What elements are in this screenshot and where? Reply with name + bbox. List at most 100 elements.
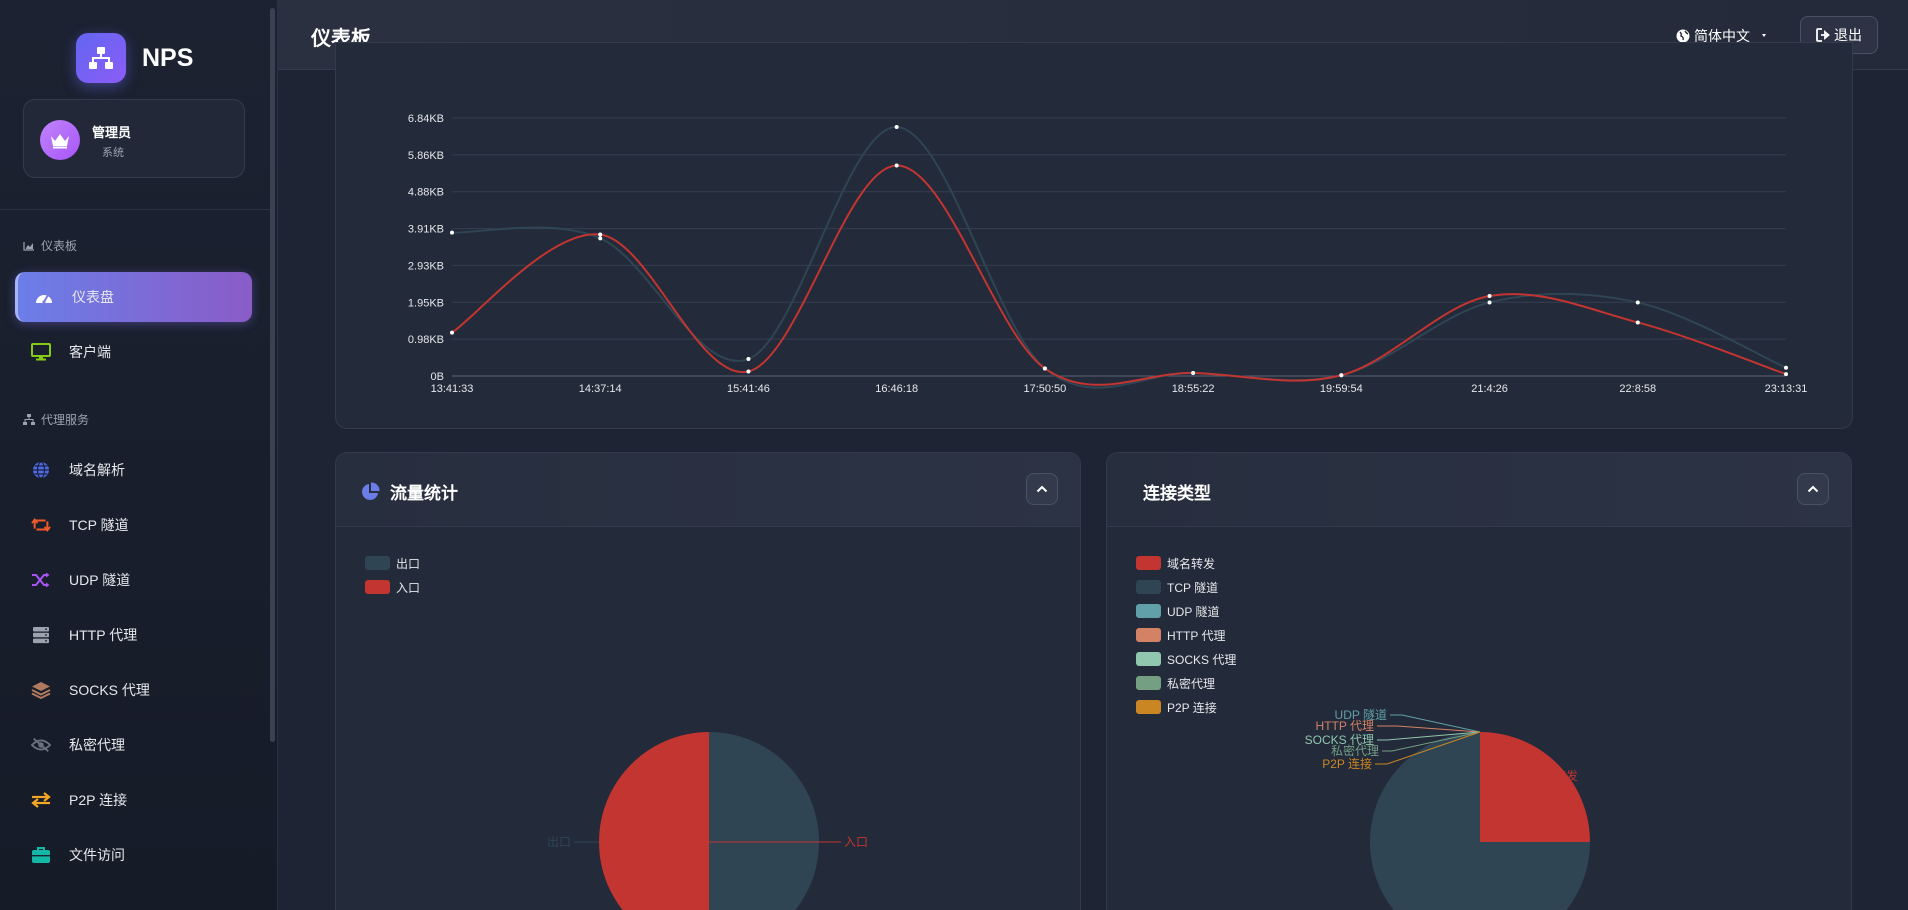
sidebar-item-label: SOCKS 代理 bbox=[69, 682, 150, 698]
sidebar-item-label: TCP 隧道 bbox=[69, 517, 129, 533]
legend-item[interactable]: 出口 bbox=[365, 551, 420, 575]
sidebar-item-p2p[interactable]: P2P 连接 bbox=[15, 775, 252, 825]
legend-swatch bbox=[1136, 700, 1161, 714]
connection-pie-legend: 域名转发 TCP 隧道 UDP 隧道 HTTP 代理 SOCKS 代理 私密代理 P2P 连… bbox=[1136, 551, 1236, 719]
sign-out-icon bbox=[1816, 28, 1830, 42]
legend-item[interactable]: 入口 bbox=[365, 575, 420, 599]
pie-slice bbox=[599, 732, 709, 910]
brand[interactable]: NPS bbox=[76, 33, 193, 83]
x-tick-label: 13:41:33 bbox=[431, 383, 474, 395]
traffic-collapse-button[interactable] bbox=[1026, 473, 1058, 505]
pie-slice bbox=[709, 732, 819, 910]
chevron-up-icon bbox=[1807, 485, 1819, 493]
legend-item[interactable]: TCP 隧道 bbox=[1136, 575, 1236, 599]
pie-label-line bbox=[1501, 763, 1558, 777]
pie-label-line bbox=[1390, 714, 1481, 733]
traffic-line-chart: 0B 0.98KB 1.95KB 2.93KB 3.91KB 4.88KB 5.86KB 6.… bbox=[408, 113, 1808, 395]
pie-label: 私密代理 bbox=[1331, 743, 1379, 758]
data-point bbox=[1784, 365, 1788, 370]
legend-swatch bbox=[1136, 628, 1161, 642]
legend-swatch bbox=[1136, 676, 1161, 690]
legend-item[interactable]: P2P 连接 bbox=[1136, 695, 1236, 719]
y-tick-label: 6.84KB bbox=[408, 113, 444, 125]
legend-label: SOCKS 代理 bbox=[1167, 652, 1237, 667]
y-tick-label: 4.88KB bbox=[408, 187, 444, 199]
chevron-up-icon bbox=[1036, 485, 1048, 493]
x-tick-label: 15:41:46 bbox=[727, 383, 770, 395]
sidebar-item-files[interactable]: 文件访问 bbox=[15, 830, 252, 880]
legend-label: HTTP 代理 bbox=[1167, 628, 1226, 643]
data-point bbox=[1339, 373, 1344, 378]
legend-item[interactable]: HTTP 代理 bbox=[1136, 623, 1236, 647]
series-line bbox=[451, 126, 1787, 389]
legend-label: 域名转发 bbox=[1167, 556, 1216, 571]
globe-icon bbox=[1676, 29, 1690, 43]
data-point bbox=[598, 236, 603, 241]
x-tick-label: 22:8:58 bbox=[1619, 383, 1656, 395]
legend-item[interactable]: SOCKS 代理 bbox=[1136, 647, 1236, 671]
data-point bbox=[894, 125, 899, 130]
logout-label: 退出 bbox=[1834, 27, 1862, 43]
server-icon bbox=[31, 625, 51, 645]
globe-icon bbox=[31, 460, 51, 480]
legend-label: TCP 隧道 bbox=[1167, 580, 1219, 595]
sidebar-item-private[interactable]: 私密代理 bbox=[15, 720, 252, 770]
traffic-stats-card: 流量统计 出口 入口 出口 入口 bbox=[335, 452, 1081, 910]
y-tick-label: 5.86KB bbox=[408, 150, 444, 162]
sidebar-item-http[interactable]: HTTP 代理 bbox=[15, 610, 252, 660]
y-tick-label: 2.93KB bbox=[408, 260, 444, 272]
legend-item[interactable]: 私密代理 bbox=[1136, 671, 1236, 695]
brand-name: NPS bbox=[142, 43, 194, 72]
pie-label: UDP 隧道 bbox=[1335, 707, 1387, 722]
legend-item[interactable]: UDP 隧道 bbox=[1136, 599, 1236, 623]
sidebar-item-domain[interactable]: 域名解析 bbox=[15, 445, 252, 495]
chart-area-icon bbox=[23, 241, 34, 251]
pie-chart-icon bbox=[362, 481, 380, 500]
crown-icon bbox=[40, 120, 80, 160]
pie-slice bbox=[1370, 732, 1590, 910]
sidebar-item-udp[interactable]: UDP 隧道 bbox=[15, 555, 252, 605]
monitor-icon bbox=[31, 342, 51, 362]
y-tick-label: 1.95KB bbox=[408, 297, 444, 309]
pie-label: P2P 连接 bbox=[1322, 756, 1372, 771]
legend-swatch bbox=[365, 556, 390, 570]
x-tick-label: 18:55:22 bbox=[1172, 383, 1215, 395]
sidebar-item-socks[interactable]: SOCKS 代理 bbox=[15, 665, 252, 715]
x-tick-label: 16:46:18 bbox=[875, 383, 918, 395]
data-point bbox=[1487, 300, 1492, 305]
legend-label: 私密代理 bbox=[1167, 676, 1216, 691]
data-point bbox=[450, 230, 454, 235]
series-line bbox=[451, 164, 1787, 386]
data-point bbox=[894, 163, 899, 168]
sidebar-item-clients[interactable]: 客户端 bbox=[15, 327, 252, 377]
legend-item[interactable]: 域名转发 bbox=[1136, 551, 1236, 575]
language-label: 简体中文 bbox=[1694, 28, 1750, 44]
connection-collapse-button[interactable] bbox=[1797, 473, 1829, 505]
shuffle-icon bbox=[31, 570, 51, 590]
sidebar-item-label: 客户端 bbox=[69, 344, 111, 360]
y-tick-label: 0.98KB bbox=[408, 334, 444, 346]
pie-label-line bbox=[1377, 725, 1481, 733]
legend-swatch bbox=[1136, 652, 1161, 666]
section-proxy: 代理服务 bbox=[23, 411, 89, 428]
user-card[interactable]: 管理员 系统 bbox=[23, 99, 245, 178]
traffic-pie-legend: 出口 入口 bbox=[365, 551, 420, 599]
briefcase-icon bbox=[31, 845, 51, 865]
pie-label: 域名转发 bbox=[1530, 768, 1578, 783]
legend-label: P2P 连接 bbox=[1167, 700, 1217, 715]
caret-down-icon bbox=[1762, 34, 1766, 37]
language-dropdown[interactable]: 简体中文 bbox=[1676, 26, 1770, 46]
sidebar-item-tcp[interactable]: TCP 隧道 bbox=[15, 500, 252, 550]
sidebar-item-label: 域名解析 bbox=[69, 462, 125, 478]
traffic-stats-header: 流量统计 bbox=[336, 453, 1080, 527]
sidebar-item-dashboard[interactable]: 仪表盘 bbox=[15, 272, 252, 322]
retweet-icon bbox=[31, 515, 51, 535]
y-tick-label: 3.91KB bbox=[408, 224, 444, 236]
data-point bbox=[1635, 320, 1640, 325]
sidebar: NPS 管理员 系统 仪表板 仪表盘 客户端 代理服务 bbox=[0, 0, 278, 910]
sidebar-item-label: 文件访问 bbox=[69, 847, 125, 863]
sidebar-scrollbar[interactable] bbox=[270, 8, 275, 742]
data-point bbox=[450, 330, 454, 335]
pie-slice bbox=[1480, 732, 1590, 842]
data-point bbox=[598, 232, 603, 237]
